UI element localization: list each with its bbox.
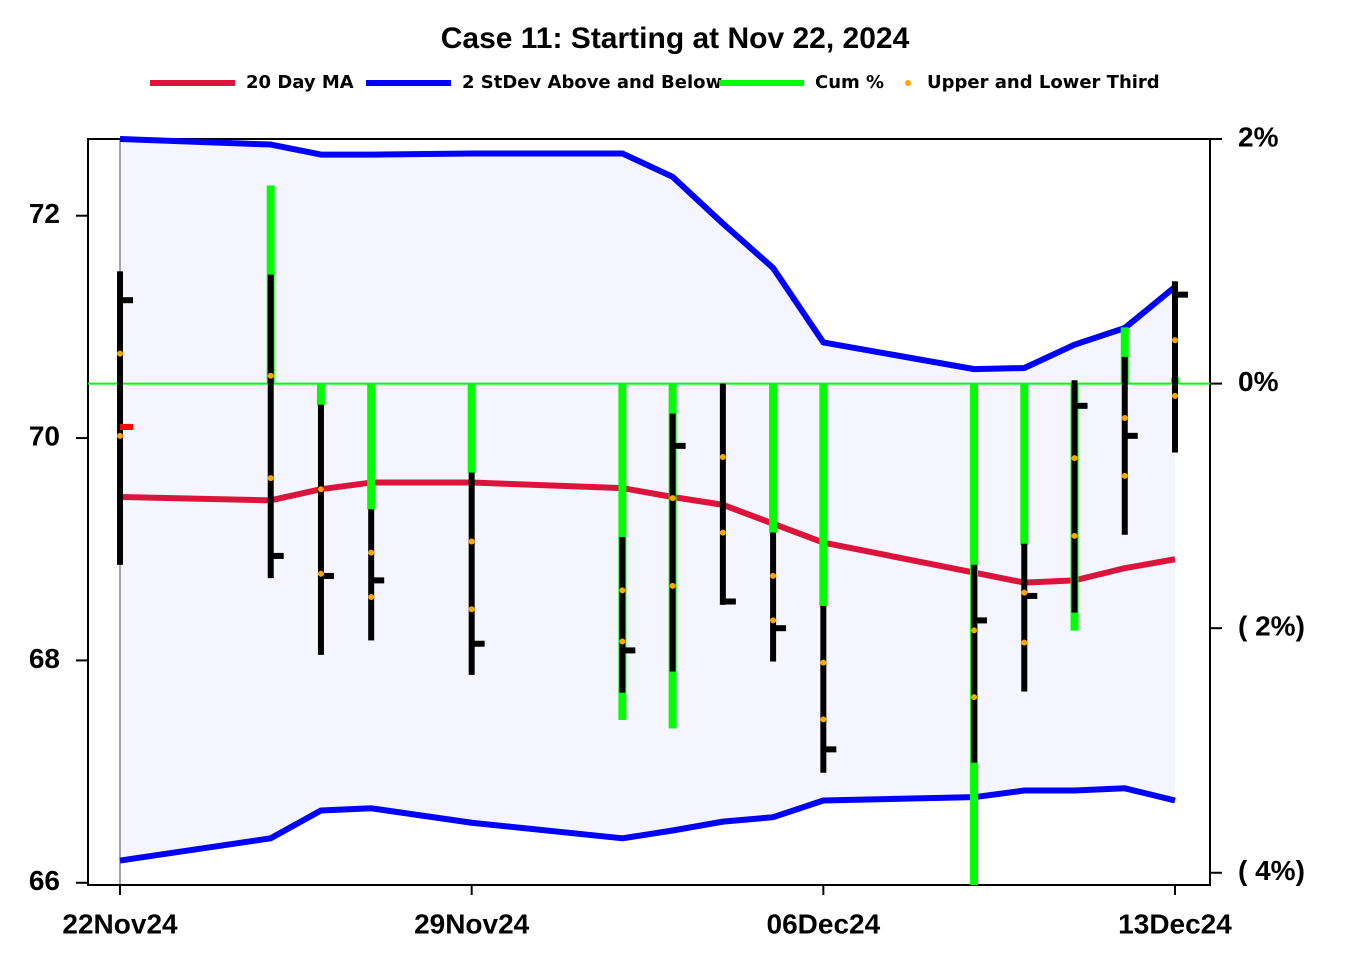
hl-bar [368, 509, 375, 641]
x-tick-label: 29Nov24 [414, 908, 530, 939]
open-tick [120, 423, 133, 430]
third-dot [317, 486, 324, 493]
third-dot [719, 453, 726, 460]
hl-bar [669, 413, 676, 672]
cum-bar [367, 383, 376, 510]
third-dot [669, 582, 676, 589]
close-tick [270, 552, 284, 559]
cum-bar [467, 383, 476, 473]
third-dot [468, 538, 475, 545]
third-dot [117, 432, 123, 439]
third-dot [971, 627, 978, 634]
third-dot [1021, 639, 1028, 646]
close-tick [1024, 592, 1038, 599]
close-tick [773, 625, 787, 632]
close-tick [622, 647, 636, 654]
close-tick [722, 598, 736, 605]
plot-frame [87, 138, 1211, 886]
y2-tick-label: 2% [1238, 121, 1279, 152]
close-tick [1124, 432, 1138, 439]
hl-bar [1172, 281, 1178, 453]
third-dot [619, 638, 626, 645]
third-dot [770, 617, 777, 624]
hl-bar [820, 605, 827, 773]
close-tick [471, 640, 485, 647]
close-tick [1074, 402, 1088, 409]
third-dot [368, 549, 375, 556]
third-dot [1172, 337, 1178, 344]
cum-bar [819, 383, 828, 607]
hl-bar [1121, 356, 1128, 535]
third-dot [317, 570, 324, 577]
close-tick [823, 746, 837, 753]
third-dot [820, 659, 827, 666]
third-dot [368, 594, 375, 601]
hl-bar [1071, 380, 1078, 613]
hl-bar [719, 383, 726, 605]
third-dot [669, 495, 676, 502]
close-tick [371, 577, 385, 584]
legend-label: 2 StDev Above and Below [462, 72, 722, 93]
hl-bar [317, 404, 324, 655]
third-dot [971, 694, 978, 701]
close-tick [974, 617, 988, 624]
y-tick-label: 68 [29, 643, 60, 674]
hl-bar [971, 564, 978, 763]
y-tick-label: 72 [29, 198, 60, 229]
y2-tick-label: ( 4%) [1238, 855, 1305, 886]
third-dot [1121, 472, 1128, 479]
cum-bar [1120, 327, 1129, 384]
legend-label: Upper and Lower Third [927, 72, 1160, 93]
third-dot [820, 716, 827, 723]
close-tick [120, 297, 133, 304]
third-dot [1021, 589, 1028, 596]
third-dot [1071, 455, 1078, 462]
y-tick-label: 70 [29, 420, 60, 451]
close-tick [1175, 291, 1188, 298]
y2-tick-label: 0% [1238, 366, 1279, 397]
upper-band [119, 136, 1177, 373]
band-fill [120, 139, 1175, 861]
chart-title: Case 11: Starting at Nov 22, 2024 [441, 22, 910, 55]
third-dot [1172, 392, 1178, 399]
legend-label: Cum % [815, 72, 884, 93]
close-tick [320, 572, 334, 579]
y2-tick-label: ( 2%) [1238, 611, 1305, 642]
cum-bar [316, 383, 325, 406]
third-dot [267, 372, 274, 379]
cum-bar [769, 383, 778, 533]
third-dot [267, 475, 274, 482]
x-tick-label: 13Dec24 [1118, 908, 1232, 939]
lower-band [119, 785, 1176, 864]
x-tick-label: 06Dec24 [767, 908, 881, 939]
hl-bar [468, 472, 475, 675]
hl-bar [267, 274, 274, 579]
third-dot [468, 606, 475, 613]
third-dot [719, 529, 726, 536]
close-tick [672, 442, 686, 449]
third-dot [619, 587, 626, 594]
hl-bar [619, 537, 626, 693]
third-dot [770, 572, 777, 579]
x-tick-label: 22Nov24 [62, 908, 178, 939]
legend-label: 20 Day MA [246, 72, 354, 93]
hl-bar [770, 532, 777, 662]
third-dot [1071, 532, 1078, 539]
y-tick-label: 66 [29, 865, 60, 896]
third-dot [1121, 415, 1128, 422]
third-dot [117, 350, 123, 357]
hl-bar [1021, 543, 1028, 692]
cum-bar [1020, 383, 1029, 546]
legend-swatch [905, 80, 911, 86]
hl-bar [117, 271, 123, 565]
